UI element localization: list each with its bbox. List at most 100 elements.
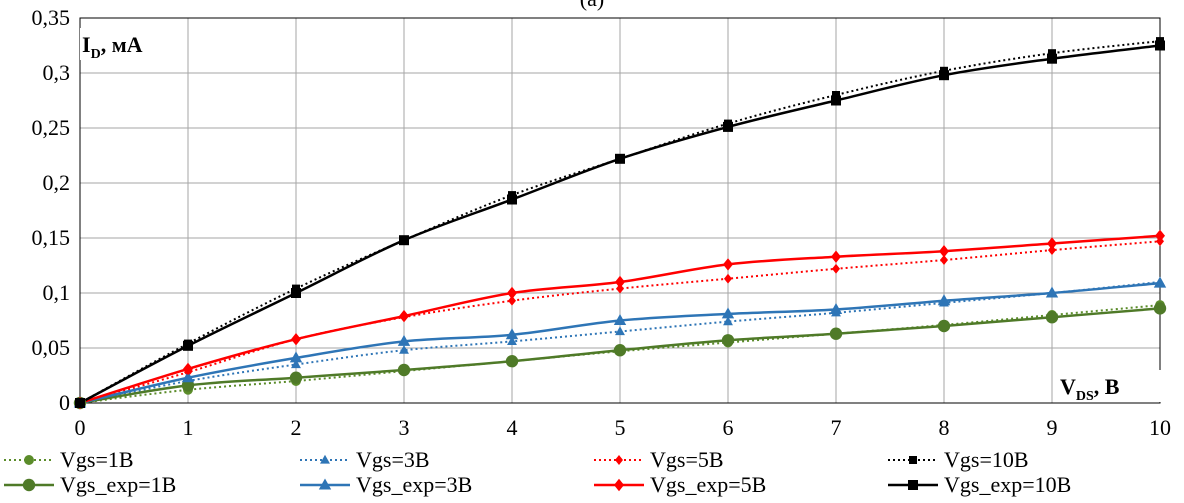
y-axis-title-text: ID, мА [82,32,143,62]
y-tick-label: 0,35 [32,5,71,30]
data-point [723,258,733,271]
data-point [1155,229,1165,242]
legend-marker [908,480,918,490]
data-point [829,327,843,340]
y-axis-title-main: I [82,32,91,57]
data-point [1048,245,1056,256]
legend-marker [24,455,34,465]
data-point [721,334,735,347]
data-point [507,286,517,300]
legend-label: Vgs_exp=1В [60,472,176,497]
data-point [723,121,733,132]
legend-label: Vgs=5В [650,447,724,472]
x-tick-labels: 0 1 2 3 4 5 6 7 8 9 10 [75,415,1172,440]
data-point [399,345,409,354]
data-point [1047,237,1057,250]
legend-marker [909,456,917,464]
data-point [831,250,841,263]
data-point [1045,311,1059,324]
data-point [613,314,627,325]
data-point [832,91,840,99]
data-point [937,294,951,306]
data-point [1048,49,1056,58]
x-tick-label: 0 [75,415,86,440]
legend-label: Vgs=1В [60,447,134,472]
x-tick-label: 7 [831,415,842,440]
legend-item: Vgs=5В [594,447,724,472]
data-point [289,371,303,384]
x-tick-label: 10 [1149,415,1171,440]
data-point [721,307,735,319]
x-axis-title: VDS, В [1058,370,1170,404]
legend-label: Vgs_exp=5В [650,472,766,497]
x-tick-label: 2 [291,415,302,440]
legend-item: Vgs_exp=10В [888,472,1071,497]
y-axis-title-unit: , мА [101,32,143,57]
data-point [505,355,519,368]
x-axis-title-sub: DS [1076,389,1094,404]
series-line [79,304,1161,404]
data-point [1155,40,1165,51]
data-point [1047,53,1057,64]
legend-marker [615,455,623,465]
y-tick-labels: 0 0,05 0,1 0,15 0,2 0,25 0,3 0,35 [32,5,71,415]
legend-item: Vgs_exp=1В [4,472,176,497]
x-tick-label: 6 [723,415,734,440]
legend-item: Vgs=10В [888,447,1029,472]
x-axis-title-text: VDS, В [1060,374,1120,404]
legend-item: Vgs=1В [4,447,134,472]
data-point [1153,276,1167,288]
data-point [399,235,409,246]
data-point [1045,286,1059,298]
x-tick-label: 5 [615,415,626,440]
data-point [75,398,85,408]
series-markers [73,37,1167,410]
data-point [724,273,732,284]
y-tick-label: 0,05 [32,335,71,360]
y-axis-title-sub: D [91,47,101,62]
data-point [291,333,301,346]
y-axis-title: ID, мА [80,28,170,62]
legend-item: Vgs_exp=3В [300,472,472,497]
y-tick-label: 0,3 [43,60,71,85]
legend-label: Vgs=10В [944,447,1029,472]
legend-label: Vgs_exp=10В [944,472,1071,497]
legend-marker [320,454,330,464]
data-point [289,351,303,363]
data-point [615,275,625,289]
y-tick-label: 0,25 [32,115,71,140]
x-tick-label: 1 [183,415,194,440]
legend: Vgs=1В Vgs=3В Vgs=5В Vgs=10В Vgs_exp=1В Vgs_e… [4,447,1071,497]
data-point [397,363,411,377]
x-tick-label: 4 [507,415,518,440]
data-point [613,344,627,357]
data-point [505,328,519,340]
data-point [832,263,840,274]
data-point [397,334,411,346]
data-point [940,255,948,265]
chart-title-fragment: (a) [580,0,604,11]
data-point [615,326,625,336]
y-tick-label: 0,1 [43,280,71,305]
y-tick-label: 0,2 [43,170,71,195]
grid [79,17,1161,404]
legend-item: Vgs_exp=5В [594,472,766,497]
x-tick-label: 3 [399,415,410,440]
x-tick-label: 9 [1047,415,1058,440]
data-point [291,359,301,369]
data-point [507,194,517,205]
data-point [937,319,951,333]
legend-marker [614,478,624,492]
data-point [831,95,841,106]
data-point [939,70,949,81]
legend-label: Vgs_exp=3В [356,472,472,497]
data-point [181,371,195,383]
x-tick-label: 8 [939,415,950,440]
y-tick-label: 0 [59,390,70,415]
data-point [508,295,516,306]
legend-item: Vgs=3В [300,447,430,472]
x-axis-title-main: V [1060,374,1076,399]
data-point [291,288,301,298]
